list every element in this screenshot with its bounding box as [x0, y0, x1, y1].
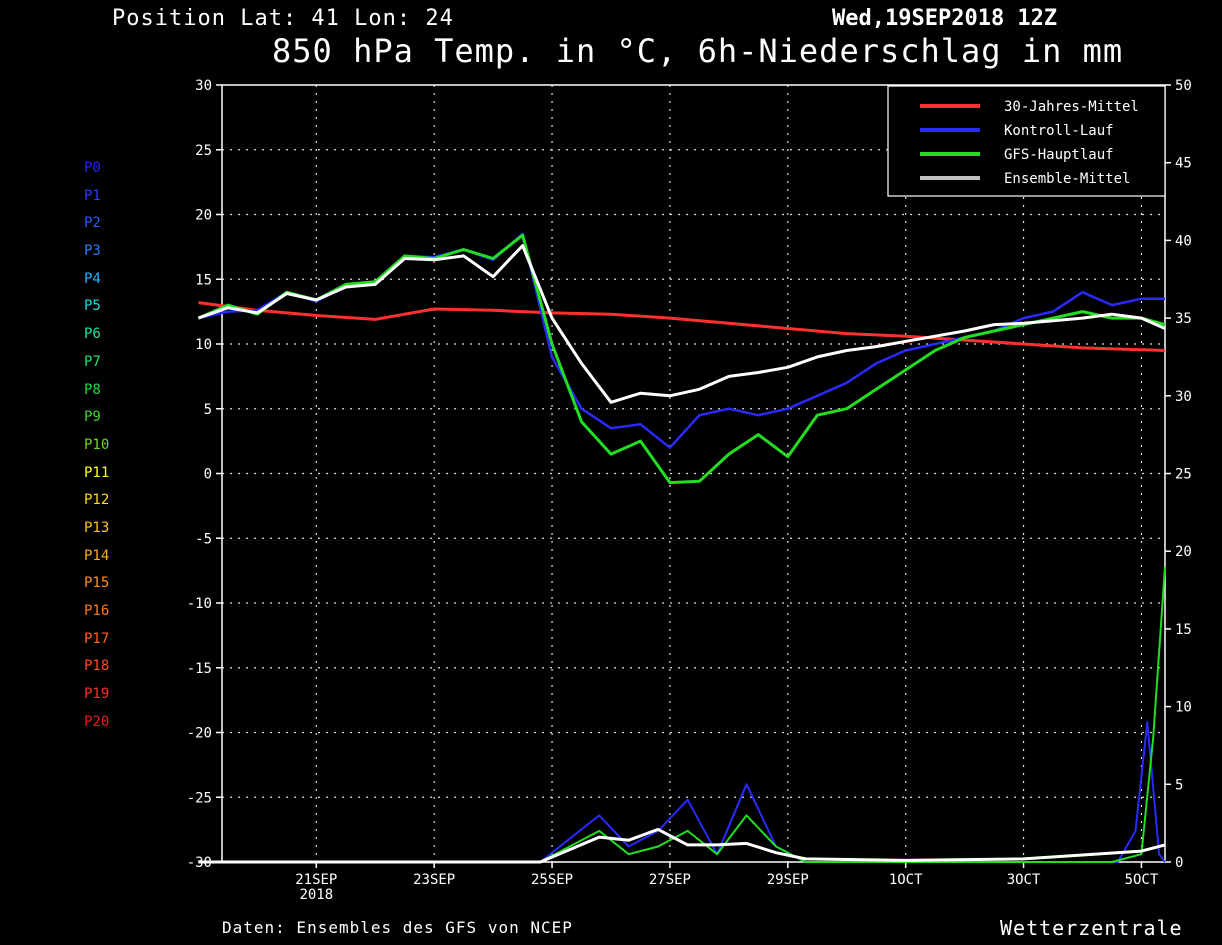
y-left-tick-label: 30	[195, 78, 212, 94]
x-tick-label: 29SEP	[767, 872, 809, 888]
y-left-tick-label: 20	[195, 208, 212, 224]
member-label-p14: P14	[84, 547, 110, 564]
y-left-tick-label: -20	[187, 726, 212, 742]
member-label-p12: P12	[84, 492, 110, 509]
gfs-main-temp-line	[197, 233, 1166, 485]
member-label-p4: P4	[84, 270, 101, 287]
member-label-p0: P0	[84, 160, 101, 176]
member-label-p7: P7	[84, 353, 101, 370]
member-label-p5: P5	[84, 298, 101, 315]
legend-label-0: 30-Jahres-Mittel	[1004, 99, 1139, 115]
ensemble-mean-precip-line	[198, 827, 1166, 864]
x-tick-label: 5OCT	[1125, 872, 1159, 888]
member-label-p20: P20	[84, 713, 110, 730]
legend-label-1: Kontroll-Lauf	[1004, 123, 1114, 139]
gfs-main-precip-line	[198, 566, 1166, 863]
member-label-p10: P10	[84, 436, 110, 453]
control-temp-line	[198, 232, 1165, 449]
data-source-note: Daten: Ensembles des GFS von NCEP	[222, 918, 573, 937]
x-tick-label: 25SEP	[531, 872, 573, 888]
ensemble-member-list: P0 P1 P2 P3 P4 P5 P6 P7 P8 P9 P10 P11 P12 P13 P14 P15 P1…	[84, 160, 109, 741]
y-left-tick-label: -25	[187, 790, 212, 806]
y-left-tick-label: -10	[187, 596, 212, 612]
member-label-p6: P6	[84, 326, 101, 343]
y-right-tick-label: 45	[1175, 156, 1192, 172]
member-label-p3: P3	[84, 243, 101, 260]
member-label-p18: P18	[84, 658, 110, 675]
y-left-tick-label: 0	[204, 467, 212, 483]
chart-title: 850 hPa Temp. in °C, 6h-Niederschlag in …	[272, 32, 1124, 70]
member-label-p11: P11	[84, 464, 110, 481]
member-label-p15: P15	[84, 575, 110, 592]
ensemble-mean-temp-line	[197, 244, 1166, 404]
y-left-tick-label: 10	[195, 337, 212, 353]
x-tick-label: 23SEP	[413, 872, 455, 888]
run-datetime: Wed,19SEP2018 12Z	[832, 6, 1058, 31]
y-left-tick-label: 25	[195, 143, 212, 159]
member-label-p19: P19	[84, 686, 110, 703]
y-left-tick-label: 15	[195, 272, 212, 288]
y-right-tick-label: 15	[1175, 622, 1192, 638]
legend-label-3: Ensemble-Mittel	[1004, 171, 1130, 187]
position-label: Position Lat: 41 Lon: 24	[112, 6, 454, 31]
x-tick-label: 3OCT	[1007, 872, 1041, 888]
y-right-tick-label: 10	[1175, 700, 1192, 716]
x-tick-label: 21SEP	[295, 872, 337, 888]
y-right-tick-label: 50	[1175, 78, 1192, 94]
y-left-tick-label: -15	[187, 661, 212, 677]
y-right-tick-label: 0	[1175, 855, 1183, 871]
y-right-tick-label: 25	[1175, 467, 1192, 483]
member-label-p16: P16	[84, 603, 110, 619]
y-right-tick-label: 5	[1175, 777, 1183, 793]
y-right-tick-label: 40	[1175, 233, 1192, 249]
y-right-tick-label: 30	[1175, 389, 1192, 405]
y-left-tick-label: 5	[204, 402, 212, 418]
x-tick-label: 2018	[299, 887, 333, 903]
x-tick-label: 27SEP	[649, 872, 691, 888]
y-left-tick-label: -5	[195, 531, 212, 547]
member-label-p8: P8	[84, 381, 101, 398]
y-right-tick-label: 20	[1175, 544, 1192, 560]
member-label-p9: P9	[84, 409, 101, 426]
legend-label-2: GFS-Hauptlauf	[1004, 147, 1114, 163]
member-label-p2: P2	[84, 215, 101, 232]
climate-mean-line	[198, 301, 1166, 352]
member-label-p17: P17	[84, 630, 110, 647]
member-label-p13: P13	[84, 519, 110, 536]
x-tick-label: 1OCT	[889, 872, 923, 888]
brand-label: Wetterzentrale	[1000, 916, 1183, 940]
y-right-tick-label: 35	[1175, 311, 1192, 327]
control-precip-line	[198, 721, 1166, 863]
member-label-p1: P1	[84, 187, 101, 204]
